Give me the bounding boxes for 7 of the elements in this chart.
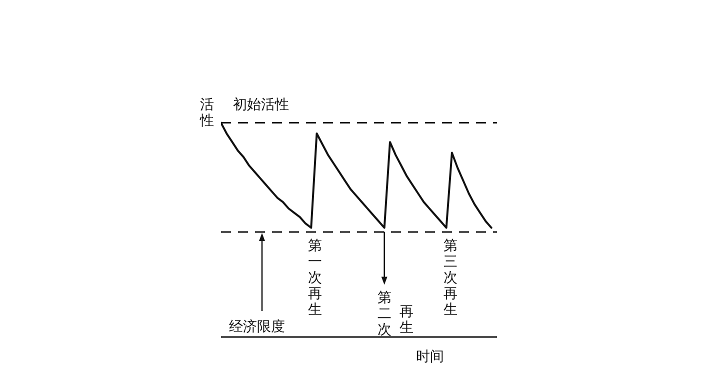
- annotation: 第三次再生: [443, 238, 458, 318]
- annotation: 第二次再生: [377, 290, 414, 338]
- ref-line-label: 经济限度: [229, 319, 285, 335]
- annotation: 第一次再生: [308, 238, 322, 318]
- x-axis-title: 时间: [416, 349, 444, 365]
- y-axis-title: 活性: [199, 96, 214, 129]
- ref-line-label: 初始活性: [233, 96, 289, 113]
